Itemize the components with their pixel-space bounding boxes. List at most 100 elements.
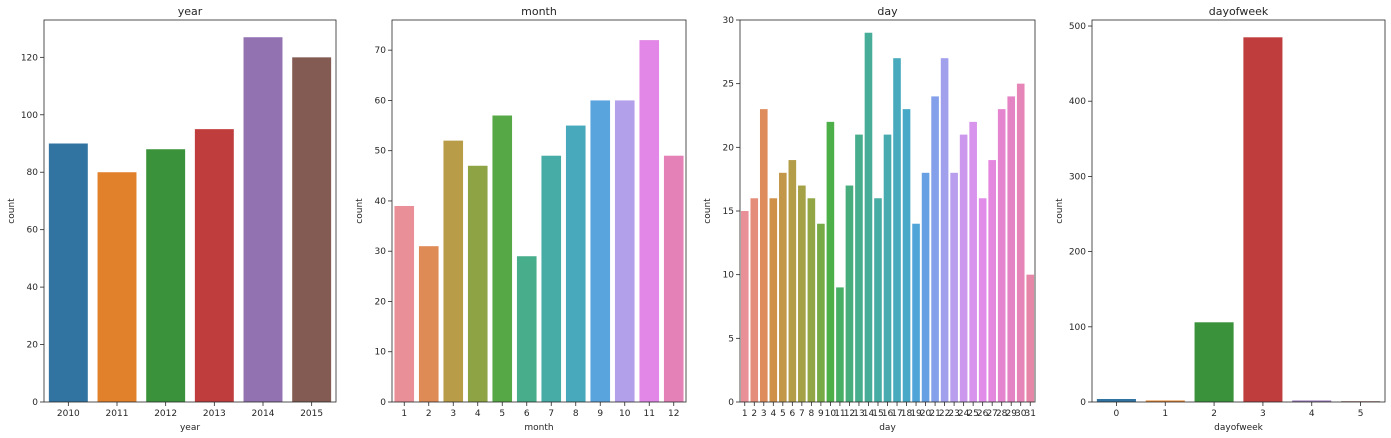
bar-year-2013 (194, 129, 234, 402)
x-tick-label: 27 (986, 409, 997, 419)
x-axis-label: year (180, 423, 200, 433)
bar-day-12 (845, 185, 854, 402)
bar-dayofweek-1 (1145, 400, 1185, 402)
y-tick-label: 25 (723, 80, 734, 90)
x-tick-label: 7 (799, 409, 805, 419)
y-tick-label: 30 (723, 16, 735, 26)
bar-month-5 (492, 115, 513, 402)
bar-year-2010 (48, 143, 88, 402)
chart-panel-year: 0 20 40 60 80 100 120 2010 2011 2012 2013 2014 2015 y… (7, 5, 337, 433)
x-tick-label: 15 (872, 409, 883, 419)
bar-month-7 (541, 155, 562, 402)
x-tick-label: 6 (524, 409, 530, 419)
x-tick-label: 2015 (300, 409, 323, 419)
y-tick-label: 40 (375, 197, 387, 207)
y-tick-label: 30 (375, 247, 387, 257)
bar-day-4 (769, 198, 778, 402)
axes-frame (43, 19, 337, 403)
x-tick-label: 3 (1260, 409, 1266, 419)
y-axis-label: count (703, 198, 713, 224)
chart-title: month (521, 5, 557, 18)
x-tick-label: 14 (863, 409, 875, 419)
bar-month-6 (516, 256, 537, 402)
bar-dayofweek-3 (1243, 37, 1283, 402)
x-tick-label: 4 (770, 409, 776, 419)
bar-dayofweek-0 (1096, 398, 1136, 402)
bar-day-2 (750, 198, 759, 402)
x-tick-label: 10 (825, 409, 837, 419)
bar-day-21 (931, 96, 939, 403)
bar-month-10 (614, 100, 635, 402)
x-tick-label: 24 (958, 409, 970, 419)
y-axis-label: count (7, 198, 17, 224)
x-axis-label: day (879, 423, 896, 433)
y-axis-label: count (355, 198, 365, 224)
bar-day-24 (959, 134, 968, 402)
x-axis-label: dayofweek (1214, 423, 1264, 433)
chart-title: year (178, 5, 203, 18)
bar-day-13 (855, 134, 863, 402)
x-tick-label: 5 (499, 409, 505, 419)
x-tick-label: 2011 (106, 409, 129, 419)
axes-frame (391, 19, 687, 403)
bar-day-14 (864, 32, 873, 402)
x-tick-label: 5 (780, 409, 786, 419)
x-tick-label: 25 (967, 409, 978, 419)
bar-month-11 (639, 40, 660, 403)
x-tick-label: 12 (668, 409, 679, 419)
x-tick-label: 11 (834, 409, 845, 419)
x-tick-label: 30 (1015, 409, 1027, 419)
x-tick-label: 28 (996, 409, 1008, 419)
y-tick-label: 20 (723, 143, 735, 153)
bar-day-9 (817, 223, 825, 402)
bar-month-12 (663, 155, 684, 402)
y-tick-label: 100 (21, 111, 38, 121)
bar-day-19 (912, 223, 920, 402)
x-tick-label: 1 (742, 409, 748, 419)
x-tick-label: 10 (619, 409, 631, 419)
x-axis-label: month (524, 423, 553, 433)
bar-day-8 (807, 198, 816, 402)
bar-day-16 (883, 134, 892, 402)
bar-month-2 (418, 246, 439, 402)
chart-panel-dayofweek: 0 100 200 300 400 500 0 1 2 3 4 5 dayofweek dayofweek… (1055, 5, 1386, 433)
x-tick-label: 2014 (252, 409, 275, 419)
y-tick-label: 5 (728, 334, 734, 344)
y-tick-label: 50 (375, 147, 387, 157)
x-tick-label: 17 (891, 409, 902, 419)
x-tick-label: 29 (1005, 409, 1017, 419)
x-tick-label: 9 (818, 409, 824, 419)
chart-title: dayofweek (1209, 5, 1269, 18)
bar-year-2012 (146, 149, 186, 402)
x-tick-label: 0 (1114, 409, 1120, 419)
x-tick-label: 2 (1211, 409, 1217, 419)
x-tick-label: 6 (789, 409, 795, 419)
y-tick-label: 0 (1080, 398, 1086, 408)
x-tick-label: 4 (1309, 409, 1315, 419)
x-tick-label: 19 (910, 409, 922, 419)
bar-dayofweek-4 (1292, 400, 1332, 402)
bar-dayofweek-2 (1194, 322, 1234, 402)
x-tick-label: 22 (939, 409, 950, 419)
y-tick-label: 70 (375, 46, 387, 56)
x-tick-label: 7 (548, 409, 554, 419)
y-tick-label: 400 (1069, 97, 1086, 107)
y-tick-label: 10 (375, 348, 387, 358)
x-tick-label: 11 (644, 409, 655, 419)
bar-month-4 (467, 165, 488, 402)
x-tick-label: 4 (475, 409, 481, 419)
x-tick-label: 1 (401, 409, 407, 419)
bar-month-3 (443, 140, 464, 402)
chart-title: day (877, 5, 898, 18)
bar-day-29 (1007, 96, 1016, 403)
y-tick-label: 10 (723, 271, 735, 281)
x-tick-label: 12 (844, 409, 855, 419)
bar-day-30 (1016, 83, 1025, 403)
y-tick-label: 200 (1069, 248, 1086, 258)
bar-day-31 (1026, 274, 1035, 402)
bar-month-8 (565, 125, 586, 402)
y-tick-label: 300 (1069, 172, 1086, 182)
